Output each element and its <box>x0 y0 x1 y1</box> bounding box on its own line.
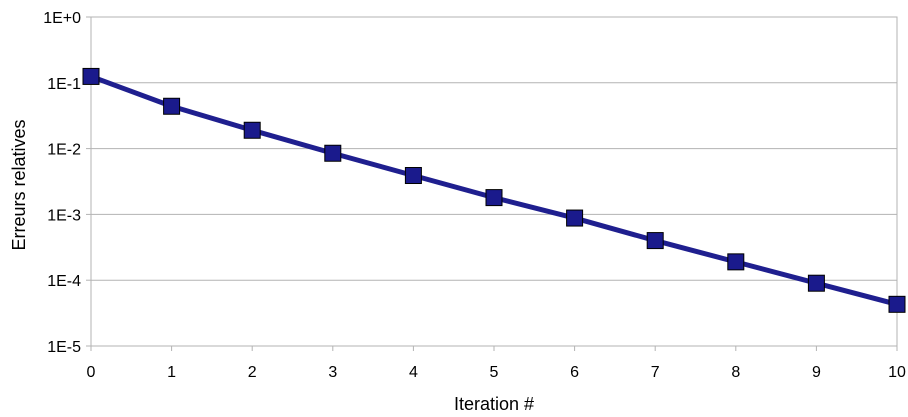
data-point-marker <box>82 67 100 85</box>
grid-lines <box>91 16 897 347</box>
data-point-marker <box>888 295 906 313</box>
x-tick-label: 8 <box>731 364 740 381</box>
x-tick-label: 0 <box>87 364 96 381</box>
data-point-marker <box>485 189 503 207</box>
y-tick-label: 1E-1 <box>47 76 81 93</box>
x-tick-label: 10 <box>888 364 906 381</box>
x-tick-label: 2 <box>248 364 257 381</box>
x-tick-label: 5 <box>490 364 499 381</box>
plot-border <box>90 16 898 347</box>
plot-area <box>86 16 898 351</box>
x-tick-label: 7 <box>651 364 660 381</box>
y-tick-labels: 1E+0 1E-1 1E-2 1E-3 1E-4 1E-5 <box>43 10 81 356</box>
x-axis-title: Iteration # <box>454 394 534 414</box>
y-tick-label: 1E-2 <box>47 142 81 159</box>
x-tick-label: 9 <box>812 364 821 381</box>
data-point-marker <box>163 97 181 115</box>
data-point-marker <box>243 121 261 139</box>
y-tick-label: 1E-5 <box>47 339 81 356</box>
x-tick-label: 6 <box>570 364 579 381</box>
y-tick-label: 1E-4 <box>47 273 81 290</box>
data-point-marker <box>807 274 825 292</box>
data-point-marker <box>727 253 745 271</box>
y-axis-title: Erreurs relatives <box>9 119 29 250</box>
y-tick-label: 1E-3 <box>47 207 81 224</box>
data-point-marker <box>324 144 342 162</box>
x-tick-label: 3 <box>328 364 337 381</box>
data-point-marker <box>646 232 664 250</box>
x-tick-labels: 0 1 2 3 4 5 6 7 8 9 10 <box>87 364 906 381</box>
data-point-marker <box>404 167 422 185</box>
x-tick-label: 4 <box>409 364 418 381</box>
data-points <box>82 67 906 313</box>
y-tick-label: 1E+0 <box>43 10 81 27</box>
x-tick-label: 1 <box>167 364 176 381</box>
data-point-marker <box>566 209 584 227</box>
